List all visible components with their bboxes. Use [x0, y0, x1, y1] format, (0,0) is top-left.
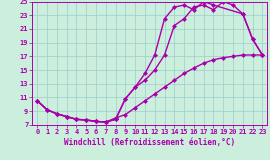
X-axis label: Windchill (Refroidissement éolien,°C): Windchill (Refroidissement éolien,°C) [64, 138, 235, 147]
